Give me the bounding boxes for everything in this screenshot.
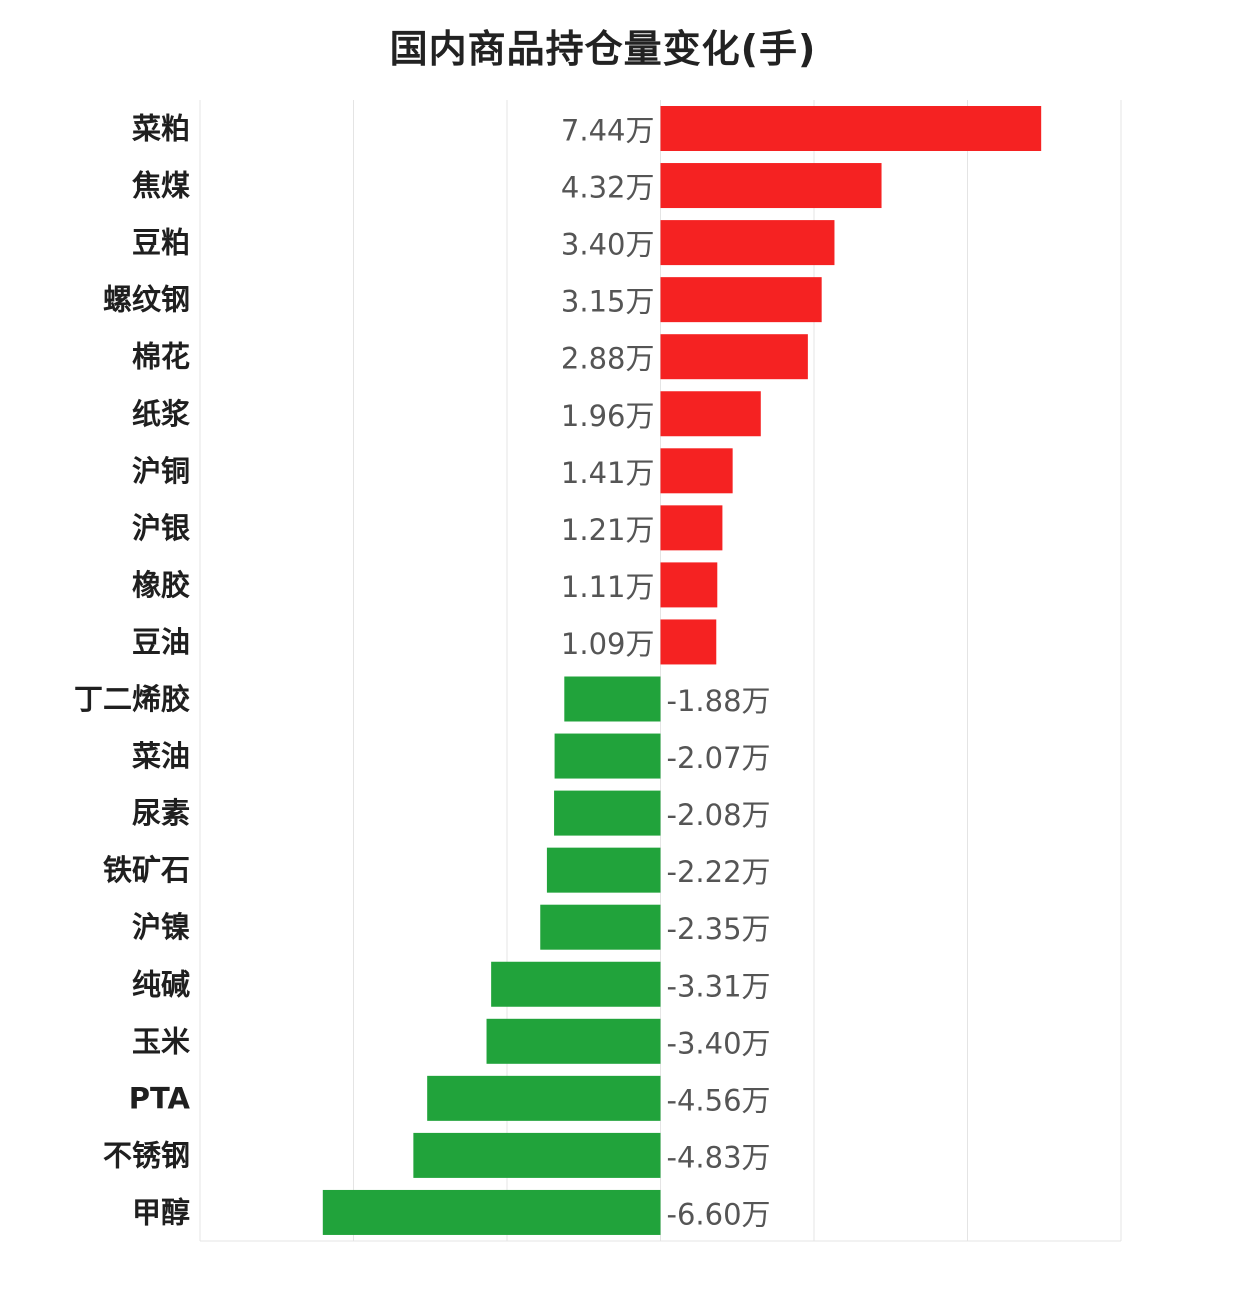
category-label: 尿素 [132, 796, 190, 830]
bar [660, 505, 723, 551]
data-label: -2.22万 [667, 855, 771, 889]
bar [660, 106, 1042, 151]
bar [660, 277, 822, 323]
category-label: 橡胶 [132, 568, 190, 602]
bar [546, 847, 661, 893]
bar [554, 733, 661, 779]
data-label: 7.44万 [561, 114, 655, 148]
bar [660, 334, 808, 380]
data-label: 1.41万 [561, 456, 655, 490]
data-label: -4.83万 [667, 1140, 771, 1174]
category-label: 螺纹钢 [103, 283, 190, 317]
bar [540, 904, 661, 950]
data-label: -2.35万 [667, 912, 771, 946]
bar [660, 448, 733, 494]
bar [554, 790, 661, 836]
data-label: -1.88万 [667, 684, 771, 718]
category-label: 豆油 [132, 625, 190, 659]
category-label: PTA [129, 1081, 191, 1115]
bar [486, 1018, 661, 1064]
category-label: 沪镍 [132, 910, 190, 944]
data-label: -3.31万 [667, 969, 771, 1003]
data-label: 1.09万 [561, 627, 655, 661]
category-label: 玉米 [132, 1024, 190, 1058]
category-label: 沪银 [132, 511, 190, 545]
category-label: 纸浆 [132, 397, 191, 431]
category-label: 沪铜 [132, 454, 190, 488]
category-label: 甲醇 [132, 1195, 190, 1229]
chart-title: 国内商品持仓量变化(手) [389, 27, 817, 71]
bar [491, 961, 661, 1007]
category-label: 菜油 [132, 739, 190, 773]
data-label: -4.56万 [667, 1083, 771, 1117]
category-label: 纯碱 [132, 967, 190, 1001]
data-label: -6.60万 [667, 1197, 771, 1231]
data-label: 4.32万 [561, 171, 655, 205]
data-label: 3.40万 [561, 228, 655, 262]
bar [660, 562, 718, 608]
bar [322, 1189, 661, 1235]
data-label: 3.15万 [561, 285, 655, 319]
data-label: 1.96万 [561, 399, 655, 433]
data-label: -2.07万 [667, 741, 771, 775]
category-label: 不锈钢 [103, 1138, 190, 1172]
category-label: 铁矿石 [103, 853, 190, 887]
bar [564, 676, 661, 722]
category-label: 豆粕 [132, 226, 190, 260]
grid-lines [199, 100, 1122, 1242]
bars [322, 106, 1042, 1235]
bar [660, 391, 761, 437]
data-label: 1.11万 [561, 570, 655, 604]
bar [413, 1132, 661, 1178]
data-label: 1.21万 [561, 513, 655, 547]
bar [660, 619, 717, 665]
data-label: -2.08万 [667, 798, 771, 832]
data-label: -3.40万 [667, 1026, 771, 1060]
bar [660, 163, 882, 209]
category-label: 丁二烯胶 [74, 682, 190, 716]
category-label: 菜粕 [132, 112, 190, 146]
bar [660, 220, 835, 266]
data-label: 2.88万 [561, 342, 655, 376]
category-label: 焦煤 [132, 169, 190, 203]
bar [427, 1075, 661, 1121]
category-label: 棉花 [132, 340, 190, 374]
